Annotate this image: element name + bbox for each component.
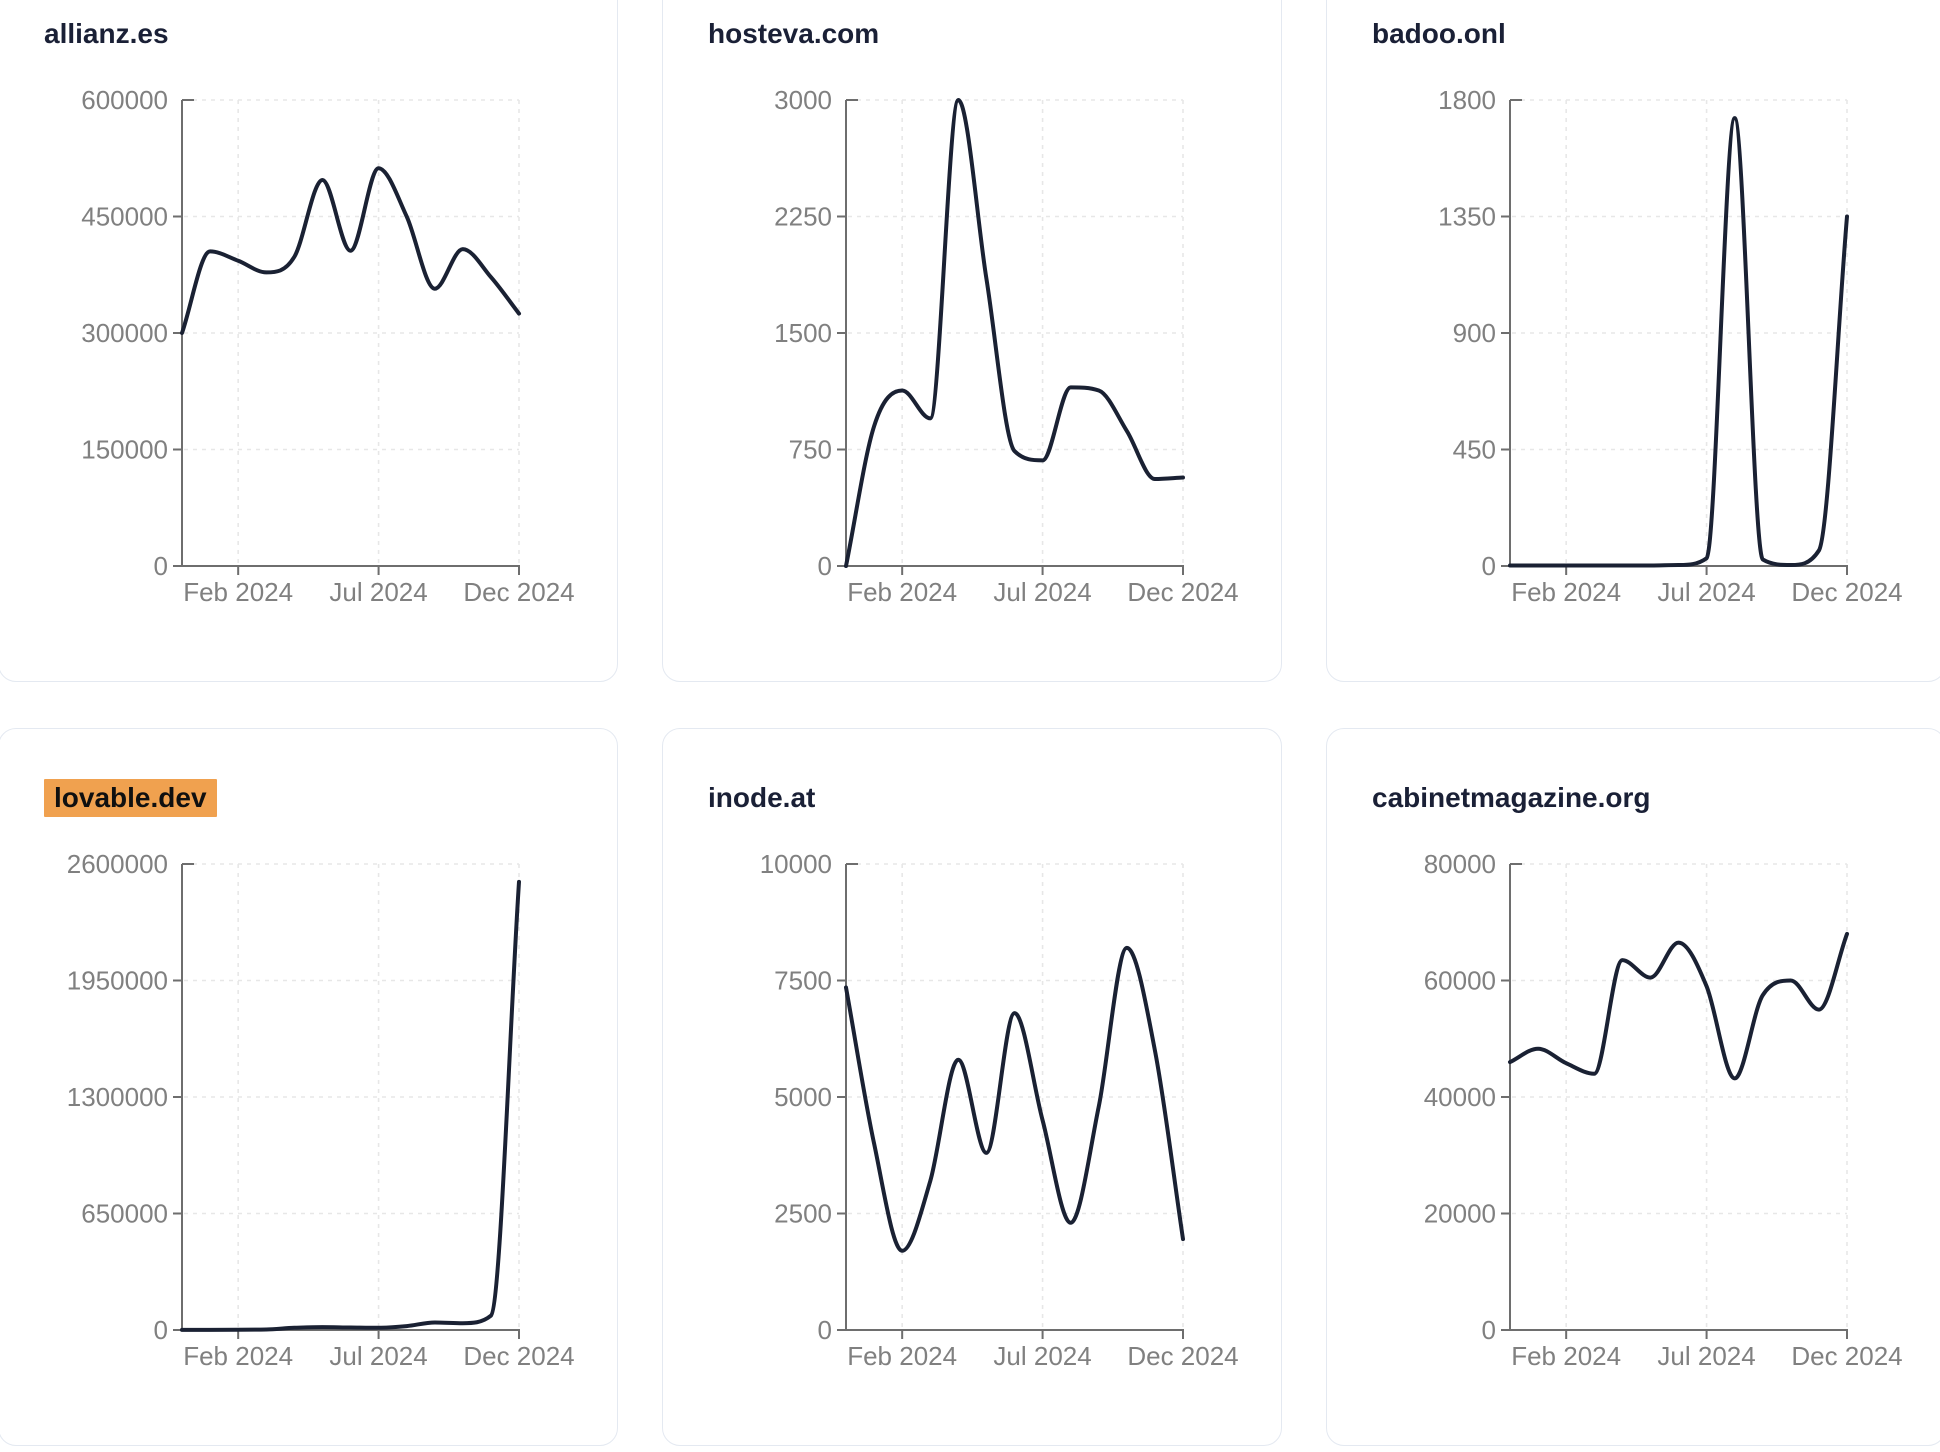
- x-tick-label: Feb 2024: [183, 1341, 293, 1371]
- x-tick-label: Feb 2024: [1511, 577, 1621, 607]
- y-tick-label: 1500: [774, 318, 832, 348]
- x-tick-label: Jul 2024: [1657, 577, 1755, 607]
- y-tick-label: 2600000: [67, 849, 168, 879]
- traffic-line-chart: 0 750 1500 2250 3000 Feb 2024 Jul 2024 Dec 2024: [774, 85, 1239, 607]
- y-tick-label: 2500: [774, 1199, 832, 1229]
- chart-title: badoo.onl: [1372, 17, 1506, 51]
- y-tick-label: 20000: [1424, 1199, 1496, 1229]
- y-tick-label: 900: [1453, 318, 1496, 348]
- traffic-series-line: [844, 945, 1185, 1253]
- y-tick-label: 450000: [81, 202, 168, 232]
- domain-label: badoo.onl: [1372, 18, 1506, 49]
- y-tick-label: 1300000: [67, 1082, 168, 1112]
- chart-title: hosteva.com: [708, 17, 879, 51]
- traffic-line-chart: 0 650000 1300000 1950000 2600000 Feb 2024 Jul …: [67, 849, 575, 1371]
- chart-title: allianz.es: [44, 17, 169, 51]
- y-tick-label: 3000: [774, 85, 832, 115]
- y-tick-label: 0: [1482, 1315, 1496, 1345]
- chart-title: lovable.dev: [44, 779, 217, 817]
- y-tick-label: 300000: [81, 318, 168, 348]
- x-tick-label: Jul 2024: [993, 577, 1091, 607]
- y-tick-label: 450: [1453, 435, 1496, 465]
- y-tick-label: 0: [818, 551, 832, 581]
- traffic-series-line: [180, 166, 521, 335]
- domain-label: hosteva.com: [708, 18, 880, 49]
- y-tick-label: 1800: [1438, 85, 1496, 115]
- traffic-line-chart: 0 2500 5000 7500 10000 Feb 2024 Jul 2024 Dec 20…: [760, 849, 1239, 1371]
- domain-label: cabinetmagazine.org: [1372, 782, 1651, 813]
- y-tick-label: 0: [1482, 551, 1496, 581]
- chart-card-badoo-onl: badoo.onl 0 450 900 1350 1800 Feb 2024 Jul 202…: [1326, 0, 1940, 682]
- x-tick-label: Dec 2024: [1127, 1341, 1238, 1371]
- chart-card-hosteva-com: hosteva.com 0 750 1500 2250 3000 Feb 2024 Jul …: [662, 0, 1282, 682]
- x-tick-label: Dec 2024: [1127, 577, 1238, 607]
- domain-label: inode.at: [708, 782, 816, 813]
- y-tick-label: 1350: [1438, 202, 1496, 232]
- y-tick-label: 10000: [760, 849, 832, 879]
- chart-card-allianz-es: allianz.es 0 150000 300000 450000 600000 Feb …: [0, 0, 618, 682]
- x-tick-label: Jul 2024: [993, 1341, 1091, 1371]
- chart-title: cabinetmagazine.org: [1372, 781, 1651, 815]
- x-tick-label: Jul 2024: [329, 1341, 427, 1371]
- x-tick-label: Dec 2024: [463, 577, 574, 607]
- chart-card-cabinetmagazine-org: cabinetmagazine.org 0 20000 40000 60000 8000…: [1326, 728, 1940, 1446]
- y-tick-label: 650000: [81, 1199, 168, 1229]
- x-tick-label: Feb 2024: [847, 1341, 957, 1371]
- y-tick-label: 60000: [1424, 966, 1496, 996]
- traffic-line-chart: 0 20000 40000 60000 80000 Feb 2024 Jul 2024 Dec…: [1424, 849, 1903, 1371]
- x-tick-label: Feb 2024: [1511, 1341, 1621, 1371]
- y-tick-label: 1950000: [67, 966, 168, 996]
- x-tick-label: Dec 2024: [1791, 1341, 1902, 1371]
- y-tick-label: 2250: [774, 202, 832, 232]
- y-tick-label: 0: [154, 1315, 168, 1345]
- domain-label-highlighted: lovable.dev: [44, 779, 217, 817]
- y-tick-label: 80000: [1424, 849, 1496, 879]
- traffic-series-line: [1508, 116, 1849, 568]
- x-tick-label: Jul 2024: [1657, 1341, 1755, 1371]
- traffic-series-line: [180, 879, 521, 1332]
- y-tick-label: 0: [154, 551, 168, 581]
- x-tick-label: Feb 2024: [183, 577, 293, 607]
- chart-card-inode-at: inode.at 0 2500 5000 7500 10000 Feb 2024 Jul 2…: [662, 728, 1282, 1446]
- chart-card-lovable-dev: lovable.dev 0 650000 1300000 1950000 2600000…: [0, 728, 618, 1446]
- y-tick-label: 750: [789, 435, 832, 465]
- y-tick-label: 7500: [774, 966, 832, 996]
- x-tick-label: Jul 2024: [329, 577, 427, 607]
- domain-label: allianz.es: [44, 18, 169, 49]
- y-tick-label: 600000: [81, 85, 168, 115]
- traffic-line-chart: 0 150000 300000 450000 600000 Feb 2024 Jul 202…: [81, 85, 574, 607]
- chart-title: inode.at: [708, 781, 815, 815]
- y-tick-label: 40000: [1424, 1082, 1496, 1112]
- y-tick-label: 150000: [81, 435, 168, 465]
- x-tick-label: Dec 2024: [463, 1341, 574, 1371]
- y-tick-label: 0: [818, 1315, 832, 1345]
- x-tick-label: Feb 2024: [847, 577, 957, 607]
- y-tick-label: 5000: [774, 1082, 832, 1112]
- traffic-line-chart: 0 450 900 1350 1800 Feb 2024 Jul 2024 Dec 2024: [1438, 85, 1903, 607]
- traffic-series-line: [1508, 931, 1849, 1081]
- x-tick-label: Dec 2024: [1791, 577, 1902, 607]
- traffic-series-line: [844, 98, 1185, 568]
